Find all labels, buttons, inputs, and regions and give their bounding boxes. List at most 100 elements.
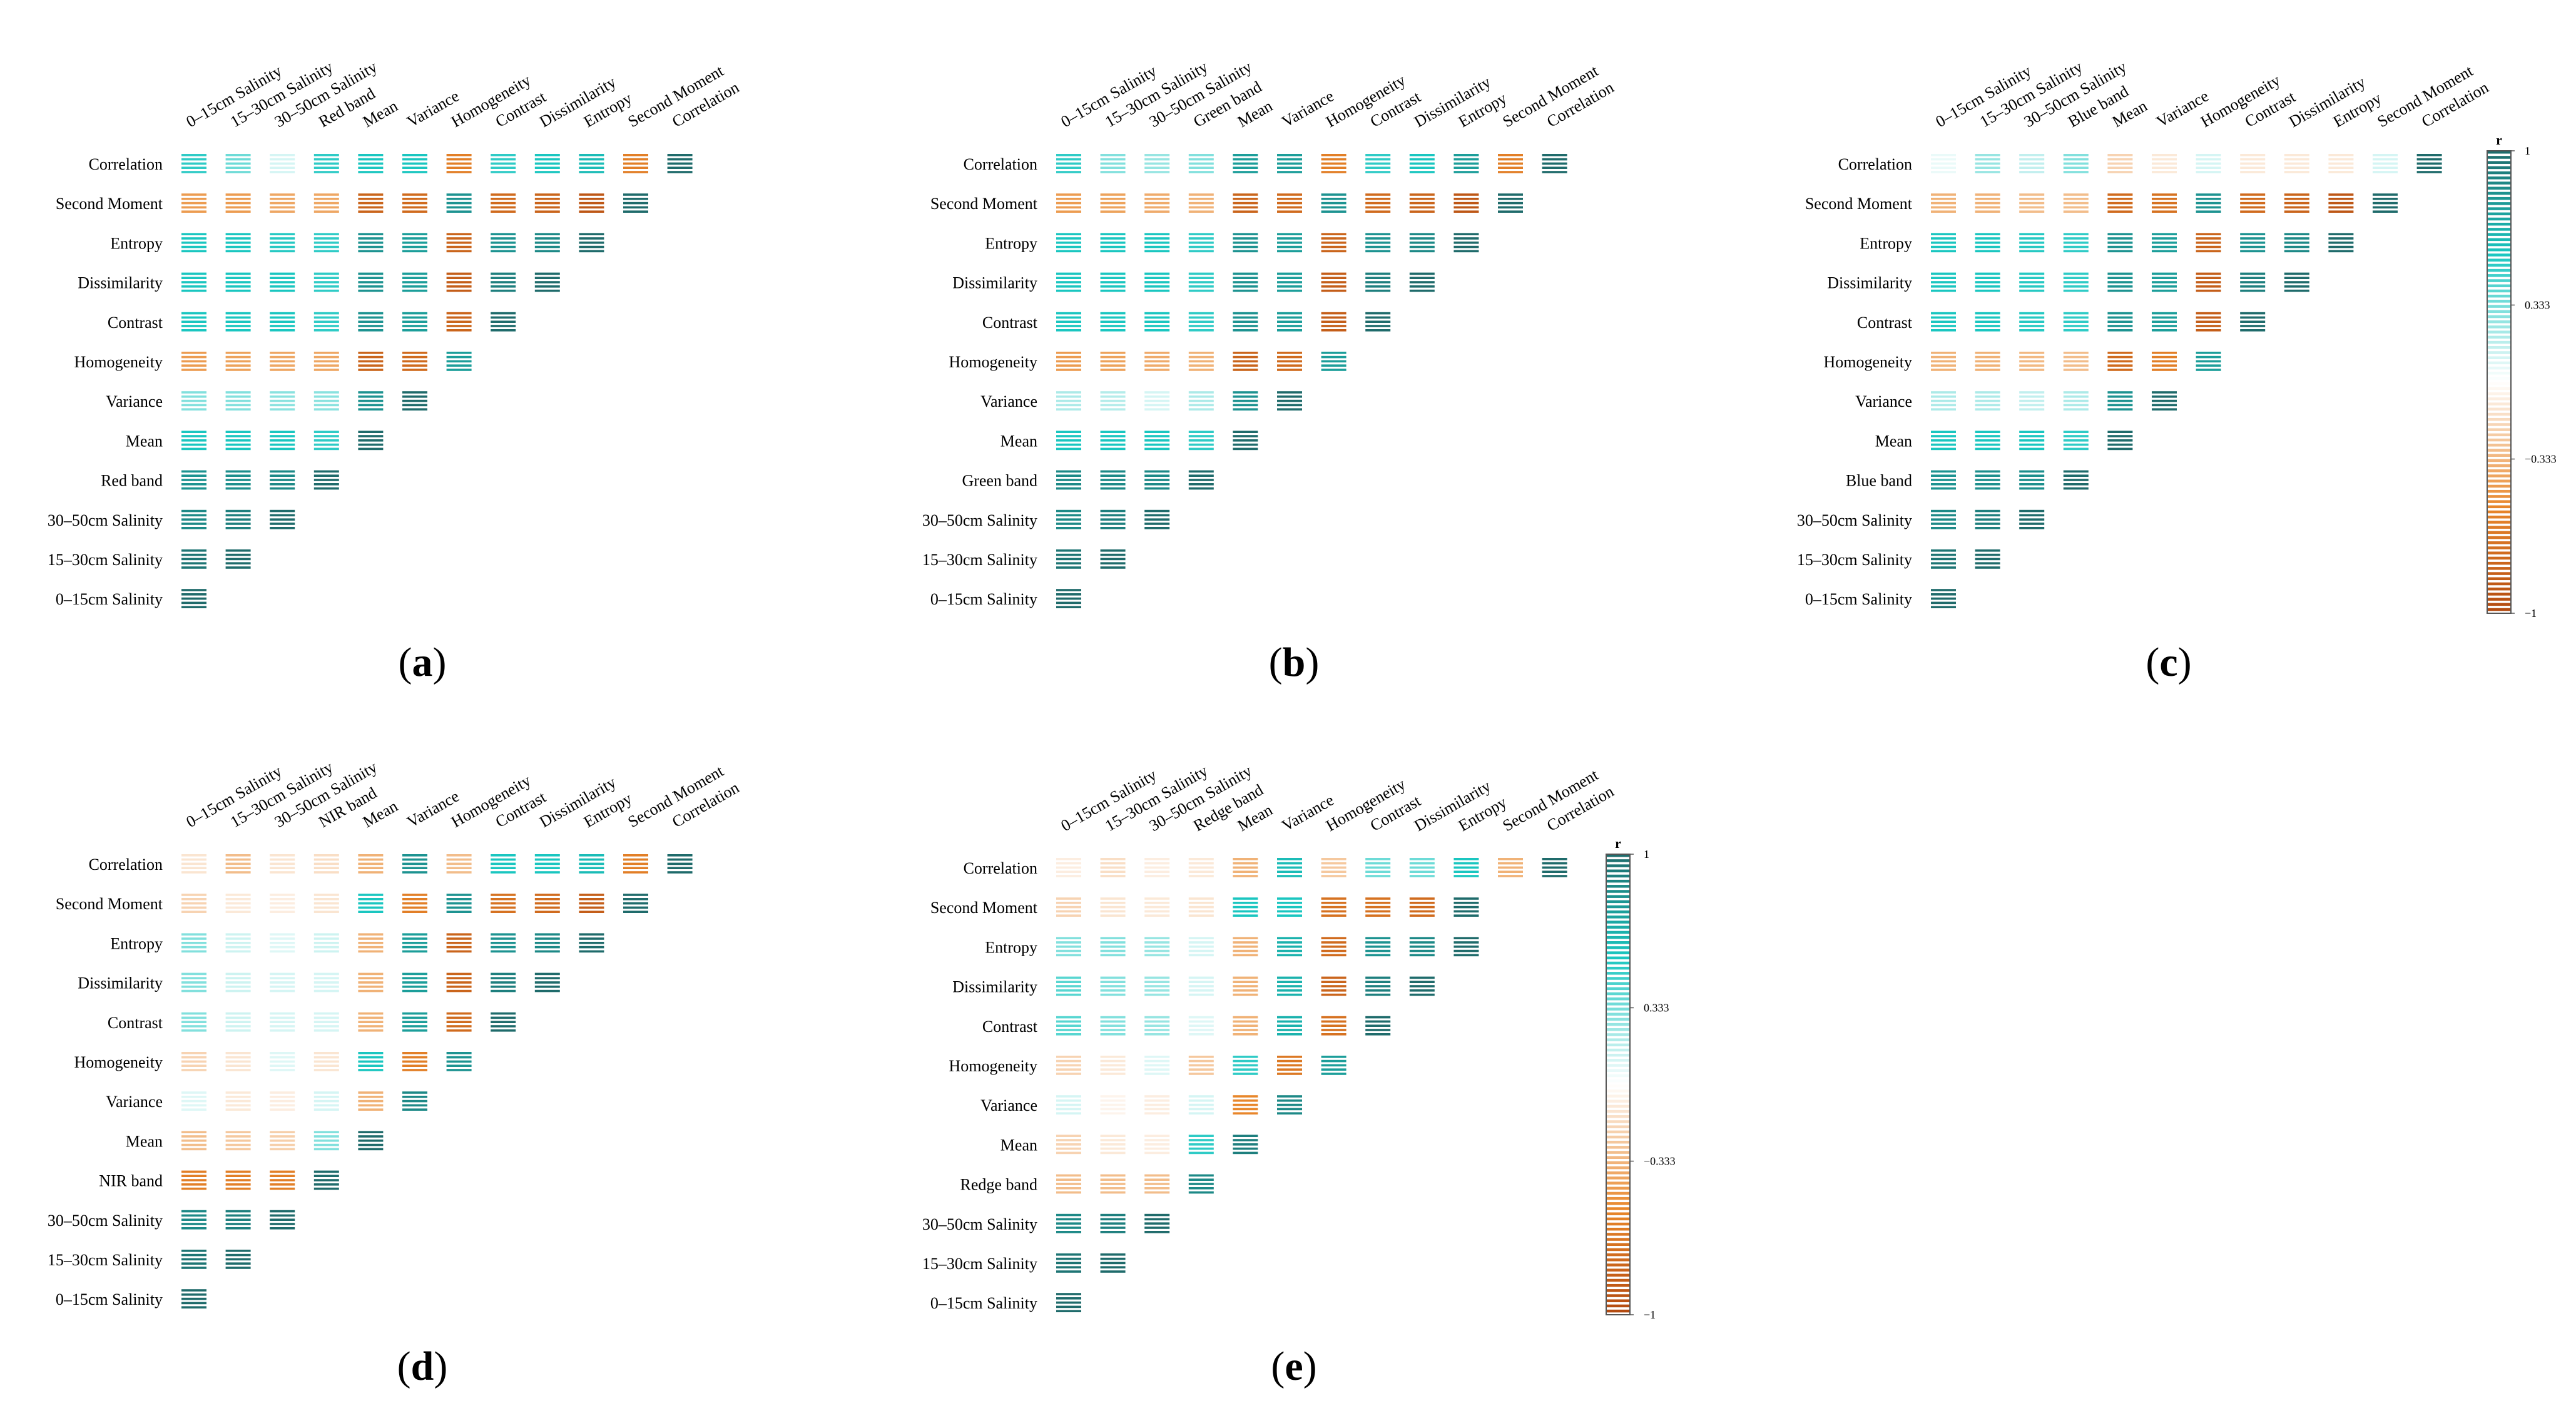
cell-3-0 bbox=[1056, 1174, 1081, 1195]
cell-10-0 bbox=[1056, 897, 1081, 918]
swatch-stripe bbox=[1233, 233, 1258, 235]
swatch-stripe bbox=[1365, 154, 1391, 156]
swatch-stripe bbox=[1100, 1257, 1126, 1260]
swatch-stripe bbox=[358, 272, 384, 275]
swatch-stripe bbox=[1100, 233, 1126, 235]
swatch-stripe bbox=[1975, 408, 2000, 411]
swatch-stripe bbox=[2019, 408, 2045, 411]
swatch-stripe bbox=[181, 435, 206, 437]
swatch-stripe bbox=[1233, 1112, 1258, 1114]
cell-11-9 bbox=[1453, 858, 1479, 878]
swatch-stripe bbox=[623, 206, 648, 209]
cell-11-11 bbox=[667, 854, 693, 874]
swatch-stripe bbox=[1365, 171, 1391, 173]
cell-6-1 bbox=[1975, 352, 2000, 372]
swatch-stripe bbox=[1056, 597, 1081, 600]
cell-6-5 bbox=[402, 352, 427, 372]
colorbar-stripe bbox=[2487, 484, 2511, 488]
swatch-stripe bbox=[1277, 355, 1302, 359]
swatch-stripe bbox=[1321, 210, 1347, 213]
cell-7-2 bbox=[1144, 1016, 1170, 1036]
swatch-stripe bbox=[358, 946, 384, 949]
swatch-stripe bbox=[1321, 272, 1347, 275]
colorbar-stripe bbox=[1606, 854, 1630, 857]
swatch-stripe bbox=[1277, 910, 1302, 913]
swatch-stripe bbox=[181, 527, 206, 529]
swatch-stripe bbox=[402, 277, 427, 279]
cell-11-8 bbox=[1409, 858, 1435, 878]
row-label: Green band bbox=[962, 472, 1037, 490]
swatch-stripe bbox=[1365, 937, 1391, 939]
swatch-stripe bbox=[2196, 369, 2221, 371]
cell-9-1 bbox=[225, 233, 251, 253]
swatch-stripe bbox=[225, 1021, 251, 1023]
swatch-stripe bbox=[1233, 1139, 1258, 1141]
swatch-stripe bbox=[1542, 158, 1567, 161]
swatch-stripe bbox=[491, 972, 516, 976]
swatch-stripe bbox=[1321, 312, 1347, 315]
colorbar-stripe bbox=[1606, 1171, 1630, 1175]
swatch-stripe bbox=[1144, 902, 1170, 904]
swatch-stripe bbox=[358, 1135, 384, 1138]
swatch-stripe bbox=[1100, 1059, 1126, 1063]
swatch-stripe bbox=[1277, 233, 1302, 235]
swatch-stripe bbox=[1100, 1270, 1126, 1273]
swatch-stripe bbox=[1144, 1056, 1170, 1058]
swatch-stripe bbox=[491, 210, 516, 213]
cell-11-10 bbox=[1498, 154, 1523, 174]
cell-4-2 bbox=[1144, 431, 1170, 451]
swatch-stripe bbox=[1931, 431, 1956, 433]
swatch-stripe bbox=[2107, 431, 2133, 433]
colorbar-stripe bbox=[1606, 1222, 1630, 1226]
swatch-stripe bbox=[313, 1056, 339, 1059]
swatch-stripe bbox=[270, 1223, 295, 1225]
swatch-stripe bbox=[579, 933, 604, 936]
swatch-stripe bbox=[2196, 166, 2221, 169]
swatch-stripe bbox=[313, 352, 339, 354]
swatch-stripe bbox=[1277, 289, 1302, 292]
swatch-stripe bbox=[1056, 549, 1081, 552]
swatch-stripe bbox=[1975, 527, 2000, 529]
swatch-stripe bbox=[1975, 320, 2000, 323]
swatch-stripe bbox=[181, 198, 206, 200]
swatch-stripe bbox=[2019, 250, 2045, 253]
row-label: Variance bbox=[980, 1096, 1037, 1114]
swatch-stripe bbox=[1056, 285, 1081, 288]
cell-7-0 bbox=[181, 312, 206, 332]
swatch-stripe bbox=[2063, 408, 2089, 411]
cell-3-0 bbox=[181, 1170, 206, 1191]
cell-7-4 bbox=[358, 312, 384, 332]
colorbar-stripe bbox=[2487, 346, 2511, 349]
swatch-stripe bbox=[1100, 395, 1126, 398]
swatch-stripe bbox=[1277, 360, 1302, 363]
cell-4-2 bbox=[270, 1131, 295, 1151]
swatch-stripe bbox=[225, 1069, 251, 1071]
swatch-stripe bbox=[1365, 976, 1391, 979]
swatch-stripe bbox=[402, 946, 427, 949]
swatch-stripe bbox=[313, 474, 339, 477]
swatch-stripe bbox=[1188, 1151, 1214, 1155]
swatch-stripe bbox=[402, 364, 427, 367]
swatch-stripe bbox=[1233, 1033, 1258, 1036]
swatch-stripe bbox=[1233, 355, 1258, 359]
swatch-stripe bbox=[313, 201, 339, 205]
colorbar-stripe bbox=[1606, 874, 1630, 878]
swatch-stripe bbox=[1931, 479, 1956, 481]
cell-9-5 bbox=[2152, 233, 2177, 253]
swatch-stripe bbox=[491, 272, 516, 275]
swatch-stripe bbox=[225, 1143, 251, 1146]
swatch-stripe bbox=[2063, 364, 2089, 367]
swatch-stripe bbox=[1144, 523, 1170, 525]
swatch-stripe bbox=[181, 1029, 206, 1032]
swatch-stripe bbox=[667, 854, 693, 857]
swatch-stripe bbox=[1144, 233, 1170, 235]
swatch-stripe bbox=[2063, 479, 2089, 481]
swatch-stripe bbox=[2107, 198, 2133, 200]
swatch-stripe bbox=[1233, 154, 1258, 156]
swatch-stripe bbox=[1975, 566, 2000, 569]
swatch-stripe bbox=[1409, 250, 1435, 253]
cell-8-0 bbox=[1056, 272, 1081, 293]
swatch-stripe bbox=[358, 1056, 384, 1059]
swatch-stripe bbox=[1144, 509, 1170, 513]
swatch-stripe bbox=[2107, 210, 2133, 213]
